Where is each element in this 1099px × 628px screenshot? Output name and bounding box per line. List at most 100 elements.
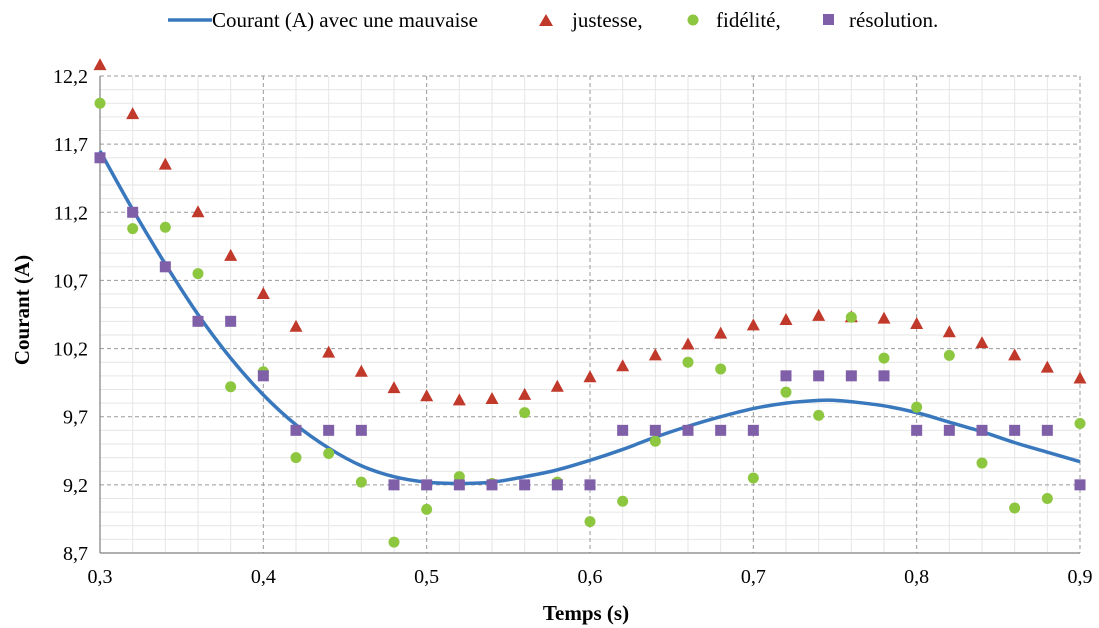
y-tick-label: 8,7 — [63, 543, 88, 565]
justesse-point — [779, 312, 793, 325]
x-tick-label: 0,8 — [904, 566, 929, 588]
justesse-point — [452, 393, 466, 406]
fidelite-point — [649, 435, 661, 447]
resolution-point — [1041, 424, 1053, 436]
justesse-point — [485, 391, 499, 404]
justesse-point — [681, 337, 695, 350]
resolution-point — [127, 206, 139, 218]
resolution-point — [780, 370, 792, 382]
justesse-point — [616, 359, 630, 372]
resolution-point — [323, 424, 335, 436]
resolution-point — [453, 479, 465, 491]
courant-curve — [98, 150, 1081, 486]
marks-layer — [93, 58, 1087, 548]
justesse-point — [158, 157, 172, 170]
resolution-point — [747, 424, 759, 436]
curve-layer — [98, 150, 1081, 486]
justesse-point — [322, 345, 336, 358]
fidelite-point — [715, 363, 727, 375]
resolution-point — [421, 479, 433, 491]
justesse-point — [942, 325, 956, 338]
fidelite-point — [845, 311, 857, 323]
justesse-point — [256, 287, 270, 300]
justesse-point — [910, 317, 924, 330]
resolution-point — [519, 479, 531, 491]
resolution-point — [617, 424, 629, 436]
resolution-point — [584, 479, 596, 491]
x-tick-label: 0,3 — [88, 566, 113, 588]
fidelite-point — [747, 472, 759, 484]
fidelite-point — [813, 409, 825, 421]
resolution-point — [911, 424, 923, 436]
resolution-point — [649, 424, 661, 436]
y-tick-label: 9,2 — [63, 475, 88, 497]
fidelite-point — [617, 495, 629, 507]
justesse-point — [420, 389, 434, 402]
resolution-point — [715, 424, 727, 436]
justesse-point — [518, 387, 532, 400]
justesse-point — [1008, 348, 1022, 361]
fidelite-point — [584, 516, 596, 528]
justesse-point — [354, 364, 368, 377]
x-axis-title: Temps (s) — [543, 601, 629, 625]
resolution-point — [976, 424, 988, 436]
justesse-point — [1040, 360, 1054, 373]
justesse-point — [877, 311, 891, 324]
legend-label-curve: Courant (A) avec une mauvaise — [212, 8, 478, 32]
fidelite-point — [192, 268, 204, 280]
legend-square-swatch — [823, 14, 834, 25]
x-tick-label: 0,5 — [414, 566, 439, 588]
legend-circle-swatch — [687, 14, 699, 26]
fidelite-point — [290, 452, 302, 464]
fidelite-point — [1074, 418, 1086, 430]
resolution-point — [682, 424, 694, 436]
resolution-point — [192, 315, 204, 327]
legend-label-justesse: justesse, — [571, 8, 643, 32]
fidelite-point — [519, 407, 531, 419]
legend: Courant (A) avec une mauvaise justesse, … — [168, 8, 938, 32]
resolution-point — [551, 479, 563, 491]
justesse-point — [550, 379, 564, 392]
x-tick-label: 0,6 — [578, 566, 603, 588]
resolution-point — [1074, 479, 1086, 491]
resolution-point — [94, 152, 106, 164]
resolution-point — [257, 370, 269, 382]
resolution-point — [290, 424, 302, 436]
legend-label-resolution: résolution. — [849, 8, 938, 32]
y-tick-label: 10,2 — [53, 339, 88, 361]
justesse-point — [583, 370, 597, 383]
legend-triangle-swatch — [539, 14, 553, 26]
fidelite-point — [94, 97, 106, 109]
justesse-point — [975, 336, 989, 349]
y-tick-label: 11,7 — [54, 134, 88, 156]
fidelite-point — [780, 386, 792, 398]
resolution-point — [878, 370, 890, 382]
resolution-point — [486, 479, 498, 491]
fidelite-point — [682, 356, 694, 368]
fidelite-point — [878, 352, 890, 364]
resolution-point — [225, 315, 237, 327]
fidelite-point — [388, 536, 400, 548]
justesse-point — [191, 205, 205, 218]
x-tick-label: 0,9 — [1068, 566, 1093, 588]
fidelite-point — [127, 223, 139, 235]
justesse-point — [1073, 371, 1087, 384]
justesse-point — [714, 326, 728, 339]
resolution-point — [355, 424, 367, 436]
justesse-point — [289, 319, 303, 332]
fidelite-point — [976, 457, 988, 469]
axes: 0,3 0,4 0,5 0,6 0,7 0,8 0,9 8,7 9,2 9,7 10,2 10,7 11… — [53, 66, 1093, 588]
resolution-point — [943, 424, 955, 436]
resolution-point — [388, 479, 400, 491]
fidelite-point — [355, 476, 367, 488]
justesse-point — [746, 318, 760, 331]
resolution-point — [845, 370, 857, 382]
y-tick-label: 10,7 — [53, 270, 88, 292]
y-tick-label: 11,2 — [54, 202, 88, 224]
fidelite-point — [943, 349, 955, 361]
justesse-point — [648, 348, 662, 361]
fidelite-point — [323, 448, 335, 460]
fidelite-point — [421, 503, 433, 515]
